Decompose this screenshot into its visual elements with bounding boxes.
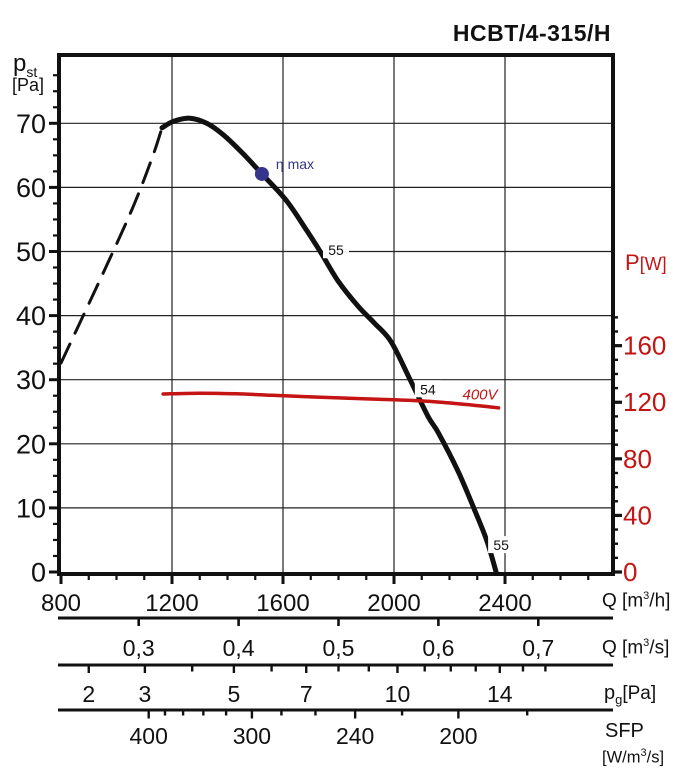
svg-text:0: 0	[623, 557, 637, 587]
svg-text:800: 800	[41, 590, 81, 617]
svg-text:40: 40	[16, 301, 46, 331]
svg-text:14: 14	[487, 681, 513, 707]
scale-title-pg: pg[Pa]	[604, 682, 657, 707]
efficiency-label: 55	[328, 242, 344, 258]
left-axis-title: pst	[13, 52, 37, 79]
scale-title-sfp: SFP	[605, 720, 644, 742]
svg-text:0,7: 0,7	[522, 635, 554, 661]
svg-text:0,3: 0,3	[123, 635, 155, 661]
svg-text:0,4: 0,4	[223, 635, 255, 661]
eta-max-label: η max	[276, 156, 314, 172]
svg-text:2: 2	[82, 681, 95, 707]
svg-text:3: 3	[138, 681, 151, 707]
svg-text:80: 80	[623, 444, 652, 474]
svg-text:0,5: 0,5	[323, 635, 355, 661]
voltage-label: 400V	[463, 386, 500, 403]
svg-text:5: 5	[227, 681, 240, 707]
efficiency-label: 54	[420, 381, 436, 397]
efficiency-label: 55	[493, 537, 509, 553]
svg-text:30: 30	[16, 365, 46, 395]
svg-text:0,6: 0,6	[422, 635, 454, 661]
svg-text:50: 50	[16, 237, 46, 267]
svg-text:10: 10	[16, 493, 46, 523]
chart-title: HCBT/4-315/H	[452, 20, 611, 46]
svg-text:20: 20	[16, 429, 46, 459]
svg-text:200: 200	[439, 723, 477, 749]
svg-text:240: 240	[336, 723, 374, 749]
eta-max-point	[254, 166, 269, 181]
svg-text:2000: 2000	[367, 590, 420, 617]
svg-text:40: 40	[623, 500, 652, 530]
pst-symbol: p	[13, 50, 27, 77]
scale-unit-sfp: [W/m3/s]	[602, 747, 665, 767]
power-curve-400V	[161, 391, 501, 410]
svg-text:1600: 1600	[256, 590, 309, 617]
svg-text:160: 160	[623, 331, 666, 361]
svg-text:70: 70	[16, 109, 46, 139]
svg-text:120: 120	[623, 387, 666, 417]
svg-text:2400: 2400	[478, 590, 531, 617]
pst-subscript: st	[26, 63, 38, 80]
fan-curve-dashed	[59, 126, 164, 365]
svg-text:10: 10	[385, 681, 411, 707]
svg-text:60: 60	[16, 173, 46, 203]
svg-text:0: 0	[31, 558, 46, 588]
power-symbol: P	[625, 250, 640, 275]
x-axis-title-m3h: Q [m3/h]	[602, 590, 671, 612]
left-axis-unit: [Pa]	[12, 75, 45, 95]
right-axis-title: P[W]	[625, 252, 667, 274]
svg-text:7: 7	[300, 681, 313, 707]
svg-text:1200: 1200	[145, 590, 198, 617]
fan-curve	[159, 115, 499, 575]
scale-title-m3s: Q [m3/s]	[602, 637, 670, 659]
svg-text:400: 400	[130, 723, 168, 749]
power-unit: [W]	[639, 254, 667, 274]
svg-text:300: 300	[233, 723, 271, 749]
